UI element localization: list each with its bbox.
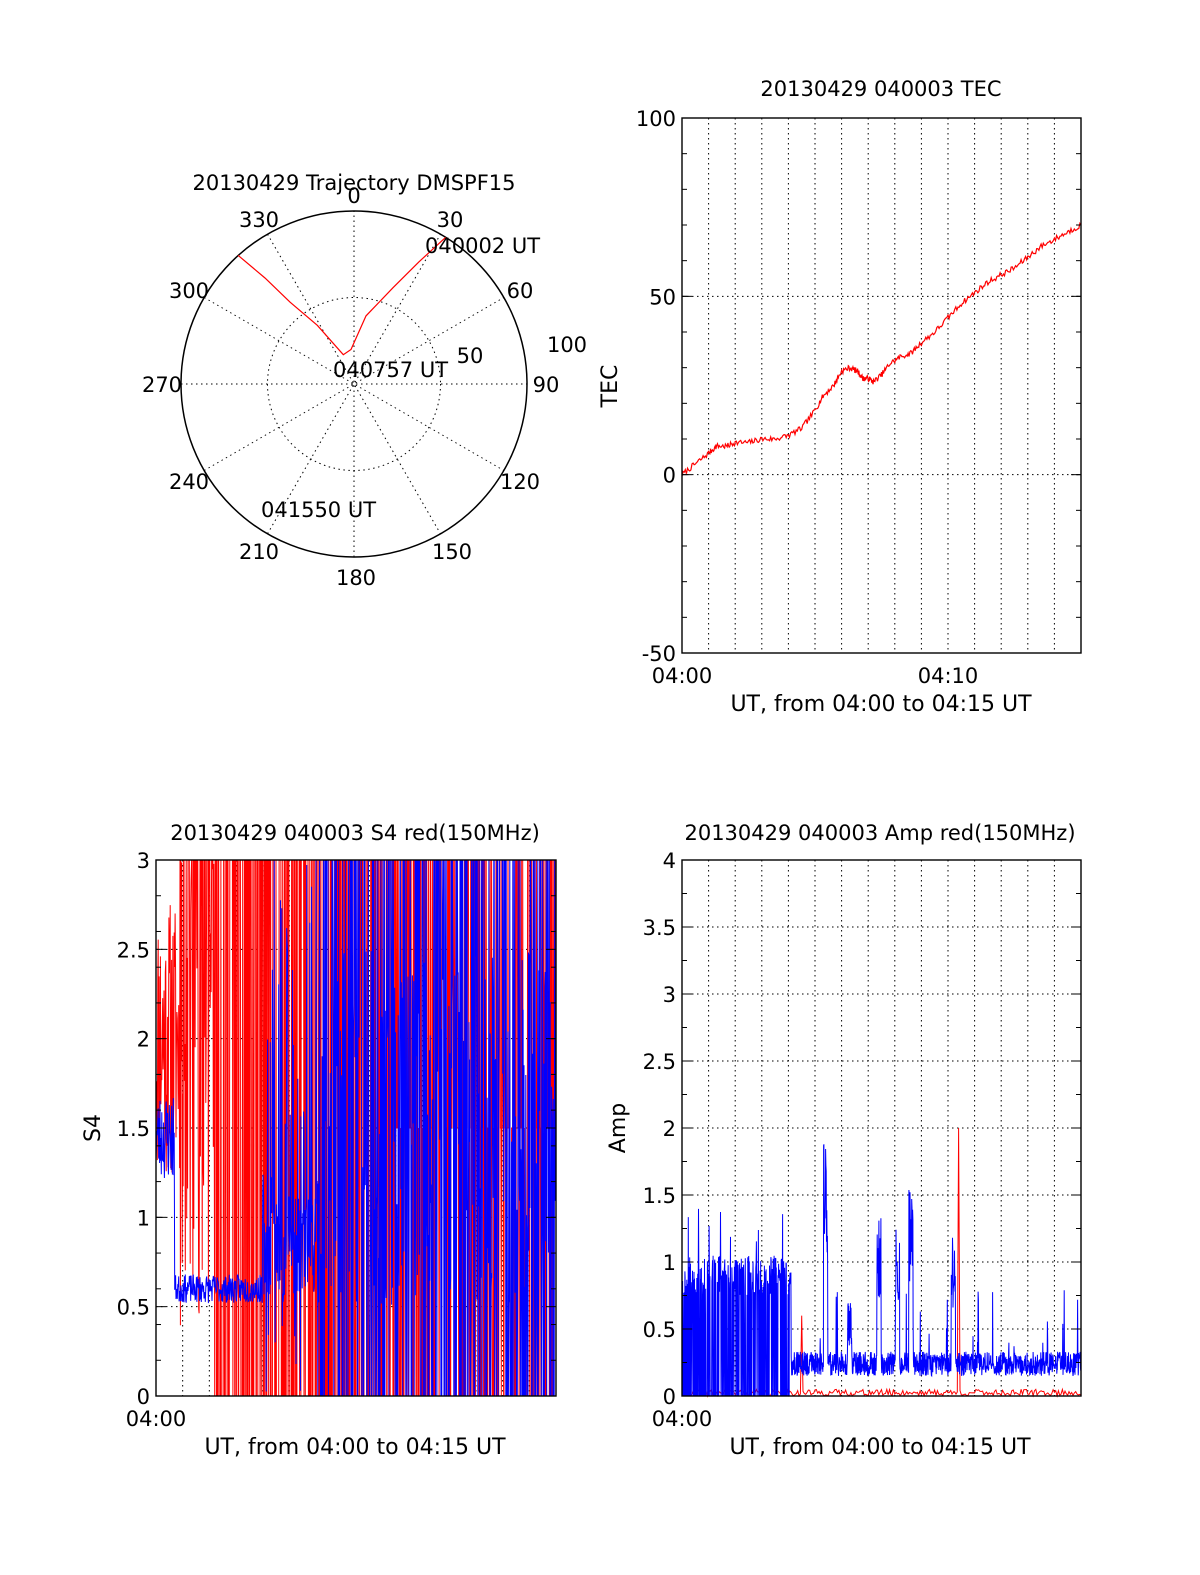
amp-ytick-label-5: 2.5 — [643, 1050, 676, 1074]
amp-ytick-label-2: 1 — [663, 1251, 676, 1275]
s4-ytick-label-5: 2.5 — [117, 938, 150, 962]
polar-spoke-30 — [267, 233, 441, 535]
polar-trajectory-line — [237, 236, 447, 356]
polar-angle-label-270: 270 — [142, 373, 182, 397]
polar-title: 20130429 Trajectory DMSPF15 — [192, 171, 515, 195]
polar-spoke-60 — [203, 297, 505, 471]
polar-angle-label-60: 60 — [507, 279, 534, 303]
amp-ytick-label-4: 2 — [663, 1117, 676, 1141]
s4-ytick-label-1: 0.5 — [117, 1296, 150, 1320]
s4-chart: 20130429 040003 S4 red(150MHz) 0 0.5 1 1.5 2… — [81, 821, 557, 1460]
amp-ytick-label-1: 0.5 — [643, 1318, 676, 1342]
polar-angle-label-90: 90 — [533, 373, 560, 397]
amp-blue-series — [681, 1144, 1082, 1397]
tec-xtick-label-1: 04:10 — [918, 664, 979, 688]
amp-title: 20130429 040003 Amp red(150MHz) — [684, 821, 1075, 845]
polar-trajectory-chart: 20130429 Trajectory DMSPF15 0 30 60 90 120 15… — [142, 171, 587, 590]
s4-xtick-label-0: 04:00 — [126, 1407, 187, 1431]
polar-angle-label-240: 240 — [169, 470, 209, 494]
amp-ytick-label-7: 3.5 — [643, 916, 676, 940]
tec-x-axis-label: UT, from 04:00 to 04:15 UT — [730, 692, 1032, 717]
tec-ticks: -50 0 50 100 04:00 04:10 — [636, 107, 1081, 688]
tec-ytick-label-3: 100 — [636, 107, 676, 131]
tec-xtick-label-0: 04:00 — [652, 664, 713, 688]
polar-angle-label-210: 210 — [239, 540, 279, 564]
amp-ytick-label-6: 3 — [663, 983, 676, 1007]
polar-grid — [180, 210, 528, 558]
s4-blue-series — [155, 859, 557, 1397]
amp-y-axis-label: Amp — [606, 1103, 631, 1153]
polar-angle-label-300: 300 — [169, 279, 209, 303]
tec-grid — [682, 118, 1081, 653]
tec-ytick-label-1: 0 — [663, 464, 676, 488]
s4-ytick-label-3: 1.5 — [117, 1117, 150, 1141]
tec-y-axis-label: TEC — [598, 365, 623, 409]
s4-ytick-label-6: 3 — [137, 849, 150, 873]
s4-ytick-label-0: 0 — [137, 1385, 150, 1409]
s4-ytick-label-4: 2 — [137, 1028, 150, 1052]
polar-radius-label-100: 100 — [547, 333, 587, 357]
polar-inner-circle — [267, 297, 441, 471]
amp-xtick-label-0: 04:00 — [652, 1407, 713, 1431]
amp-x-axis-label: UT, from 04:00 to 04:15 UT — [729, 1435, 1031, 1460]
polar-annotation-mid: 040757 UT — [333, 358, 448, 382]
tec-series-line — [681, 221, 1082, 477]
polar-spoke-150 — [267, 233, 441, 535]
polar-angle-label-150: 150 — [432, 540, 472, 564]
amp-ticks: 0 0.5 1 1.5 2 2.5 3 3.5 4 04:00 — [643, 849, 1081, 1431]
polar-annotation-start: 040002 UT — [425, 234, 540, 258]
tec-ytick-label-0: -50 — [642, 642, 676, 666]
tec-plot-frame — [681, 117, 1082, 654]
s4-title: 20130429 040003 S4 red(150MHz) — [170, 821, 540, 845]
s4-ticks: 0 0.5 1 1.5 2 2.5 3 04:00 — [117, 849, 556, 1431]
polar-annotation-end: 041550 UT — [261, 498, 376, 522]
polar-angle-label-0: 0 — [347, 184, 360, 208]
tec-ytick-label-2: 50 — [649, 285, 676, 309]
amp-ytick-label-0: 0 — [663, 1385, 676, 1409]
amp-ytick-label-3: 1.5 — [643, 1184, 676, 1208]
tec-title: 20130429 040003 TEC — [760, 77, 1001, 101]
polar-angle-label-330: 330 — [239, 208, 279, 232]
polar-radius-label-50: 50 — [457, 344, 484, 368]
polar-spoke-120 — [203, 297, 505, 471]
s4-ytick-label-2: 1 — [137, 1206, 150, 1230]
s4-x-axis-label: UT, from 04:00 to 04:15 UT — [204, 1435, 506, 1460]
polar-angle-label-180: 180 — [336, 566, 376, 590]
amp-chart: 20130429 040003 Amp red(150MHz) 0 0.5 1 1.5… — [606, 821, 1082, 1460]
polar-angle-labels: 0 30 60 90 120 150 180 210 240 270 300 330 — [142, 184, 559, 590]
polar-angle-label-120: 120 — [500, 470, 540, 494]
amp-ytick-label-8: 4 — [663, 849, 676, 873]
s4-y-axis-label: S4 — [81, 1114, 106, 1142]
polar-angle-label-30: 30 — [437, 208, 464, 232]
